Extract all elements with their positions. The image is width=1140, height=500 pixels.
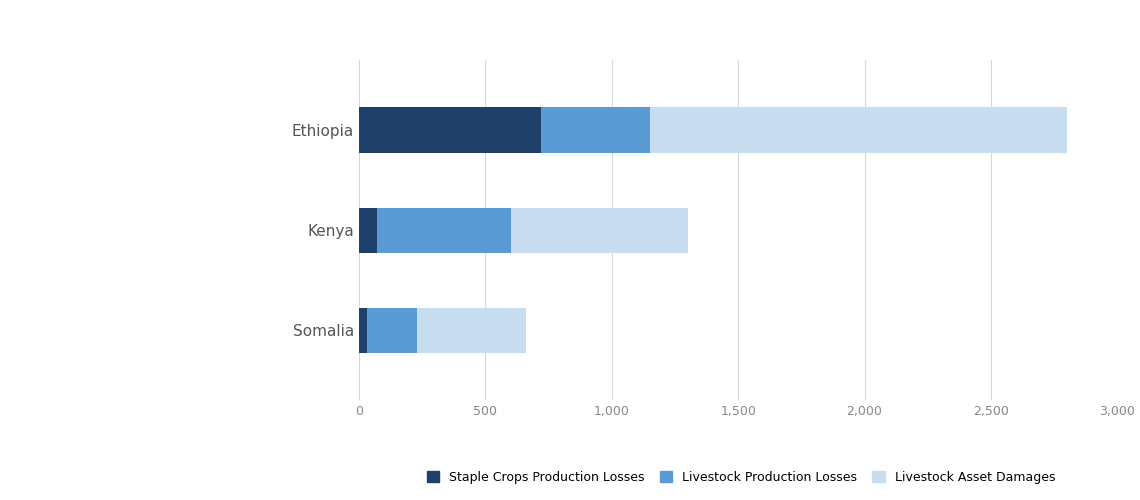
Bar	[359, 308, 367, 352]
Bar	[359, 208, 377, 252]
Bar	[367, 308, 417, 352]
Bar	[650, 108, 1067, 152]
Bar	[359, 108, 542, 152]
Bar	[511, 208, 687, 252]
Bar	[417, 308, 526, 352]
Bar	[542, 108, 650, 152]
Bar	[377, 208, 511, 252]
Legend: Staple Crops Production Losses, Livestock Production Losses, Livestock Asset Dam: Staple Crops Production Losses, Livestoc…	[422, 466, 1060, 489]
